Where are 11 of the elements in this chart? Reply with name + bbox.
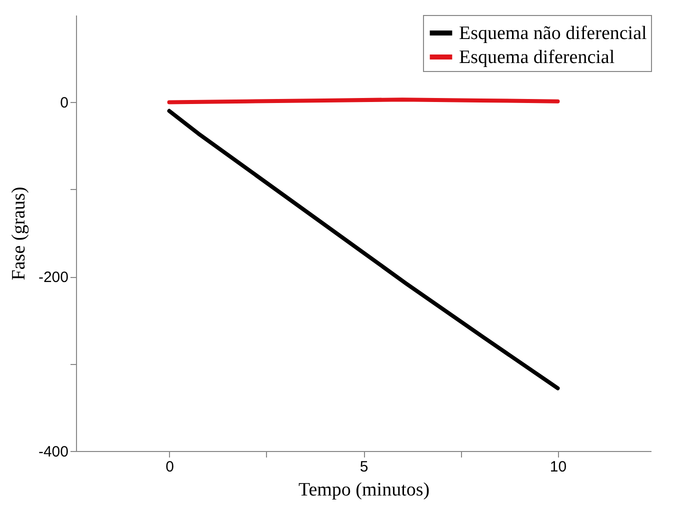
x-tick-label: 0 — [166, 458, 174, 476]
y-tick-label: -400 — [38, 444, 68, 460]
y-axis-title: Fase (graus) — [8, 186, 30, 280]
legend-label: Esquema diferencial — [459, 47, 615, 68]
x-tick-label: 10 — [550, 458, 567, 476]
line-series — [167, 108, 560, 390]
x-axis-title: Tempo (minutos) — [298, 480, 430, 500]
x-tick-label: 5 — [360, 458, 368, 476]
y-tick-label: 0 — [60, 94, 68, 112]
y-tick-label: -200 — [38, 269, 68, 286]
legend-label: Esquema não diferencial — [459, 23, 647, 44]
